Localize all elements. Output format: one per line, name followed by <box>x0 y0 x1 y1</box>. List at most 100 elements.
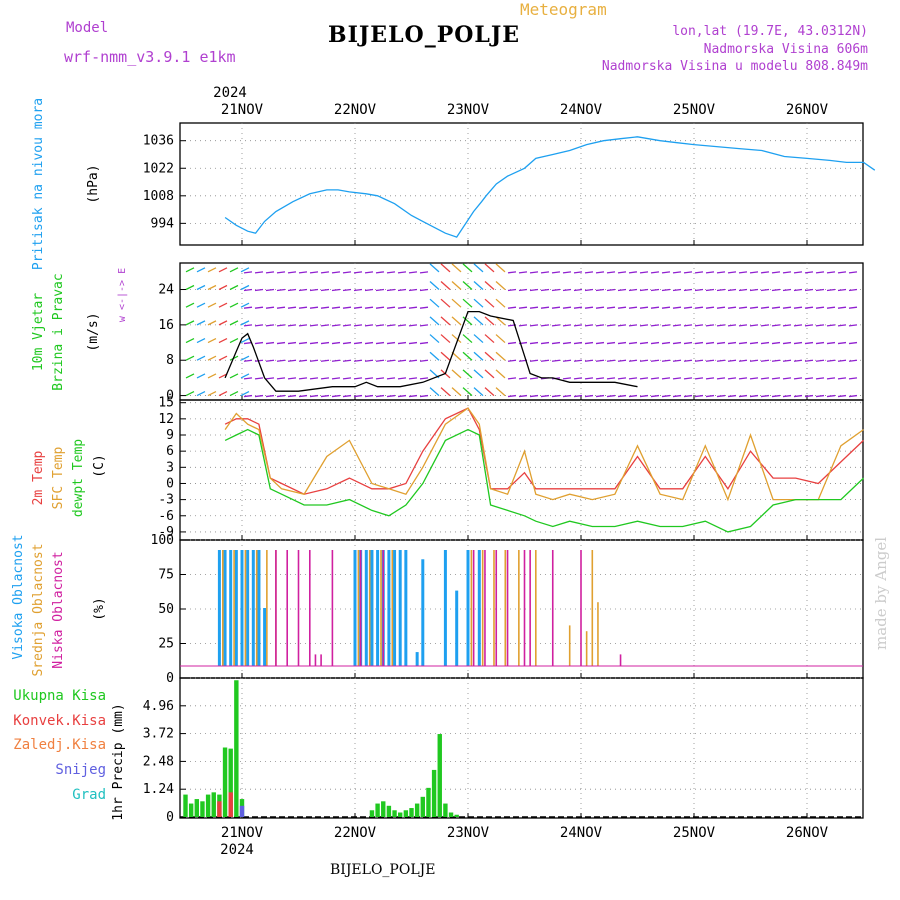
wind-barb <box>804 306 814 309</box>
wind-barb <box>760 324 770 327</box>
wind-barb <box>683 288 693 292</box>
cloud-bar <box>551 550 554 666</box>
x-tick-label-top: 24NOV <box>560 102 603 118</box>
wind-barb <box>793 377 803 380</box>
wind-barb <box>473 263 484 273</box>
y-tick-label: 100 <box>151 533 174 548</box>
altitude-label: Nadmorska Visina 606m <box>703 42 868 57</box>
precip-bar <box>239 805 245 817</box>
cloud-bar <box>297 550 300 666</box>
temp-line-2 <box>224 428 864 533</box>
wind-barb <box>749 288 759 292</box>
cloud-bar <box>568 625 571 666</box>
wind-barb <box>243 359 253 362</box>
wind-barb <box>473 334 484 344</box>
wind-speed-line <box>224 310 638 392</box>
wind-barb <box>529 394 539 398</box>
wind-barb <box>364 359 374 362</box>
wind-barb <box>484 298 495 308</box>
wind-barb <box>584 377 594 380</box>
wind-barb <box>419 288 429 292</box>
wind-barb <box>595 324 605 327</box>
wind-barb <box>573 377 583 380</box>
wind-barb <box>364 324 374 327</box>
wind-barb <box>672 341 682 345</box>
wind-barb <box>628 324 638 327</box>
wind-barb <box>229 337 239 344</box>
wind-barb <box>617 341 627 345</box>
wind-barb <box>782 288 792 292</box>
wind-barb <box>815 341 825 345</box>
wind-barb <box>760 359 770 362</box>
wind-barb <box>397 324 407 327</box>
wind-barb <box>254 377 264 380</box>
wind-barb <box>353 359 363 362</box>
wind-barb <box>462 334 473 344</box>
wind-barb <box>782 359 792 362</box>
wind-barb <box>276 324 286 327</box>
wind-barb <box>309 324 319 327</box>
wind-barb <box>386 271 396 274</box>
precip-bar <box>431 769 437 817</box>
wind-barb <box>196 267 206 273</box>
wind-barb <box>408 377 418 380</box>
wind-barb <box>683 271 693 274</box>
precip-bar <box>381 801 386 817</box>
wind-barb <box>683 324 693 327</box>
wind-barb <box>584 288 594 292</box>
wind-barb <box>451 316 462 326</box>
cloud-bar <box>506 550 509 666</box>
wind-barb <box>683 359 693 362</box>
wind-barb <box>826 359 836 362</box>
wind-barb <box>760 271 770 274</box>
wind-barb <box>207 267 217 273</box>
wind-barb <box>185 390 195 397</box>
wind-barb <box>628 306 638 309</box>
cloud-bar <box>404 550 408 666</box>
wind-barb <box>661 288 671 292</box>
cloud-bar <box>597 602 599 666</box>
precip-bar <box>194 799 199 817</box>
wind-barb <box>540 271 550 274</box>
wind-barb <box>650 394 660 398</box>
wind-barb <box>727 271 737 274</box>
precip-bar <box>414 803 420 817</box>
wind-barb <box>495 281 506 291</box>
wind-barb <box>595 288 605 292</box>
cloud-bar <box>619 654 622 666</box>
wind-barb <box>353 271 363 274</box>
wind-barb <box>375 341 385 345</box>
cloud-bar <box>251 550 255 666</box>
wind-barb <box>429 387 440 397</box>
precip-bar <box>228 748 233 817</box>
wind-barb <box>573 394 583 398</box>
wind-barb <box>573 288 583 292</box>
wind-barb <box>606 271 616 274</box>
wind-barb <box>617 394 627 398</box>
cloud-bar <box>484 550 486 666</box>
wind-barb <box>837 341 847 345</box>
cloud-bar <box>380 550 382 666</box>
cloud-bar <box>314 654 317 666</box>
wind-barb <box>815 306 825 309</box>
wind-barb <box>298 394 308 398</box>
wind-barb <box>495 263 506 273</box>
wind-barb <box>837 394 847 398</box>
wind-barb <box>408 306 418 309</box>
wind-barb <box>672 359 682 362</box>
wind-barb <box>518 306 528 309</box>
wind-barb <box>848 359 858 362</box>
wind-barb <box>243 394 253 398</box>
wind-barb <box>240 373 250 379</box>
wind-barb <box>683 377 693 380</box>
wind-barb <box>793 288 803 292</box>
wind-barb <box>540 306 550 309</box>
wind-barb <box>595 377 605 380</box>
wind-barb <box>595 271 605 274</box>
wind-barb <box>749 271 759 274</box>
wind-barb <box>218 302 228 308</box>
wind-barb <box>298 271 308 274</box>
wind-barb <box>727 359 737 362</box>
wind-barb <box>185 355 195 361</box>
y-tick-label: 0 <box>166 389 174 404</box>
